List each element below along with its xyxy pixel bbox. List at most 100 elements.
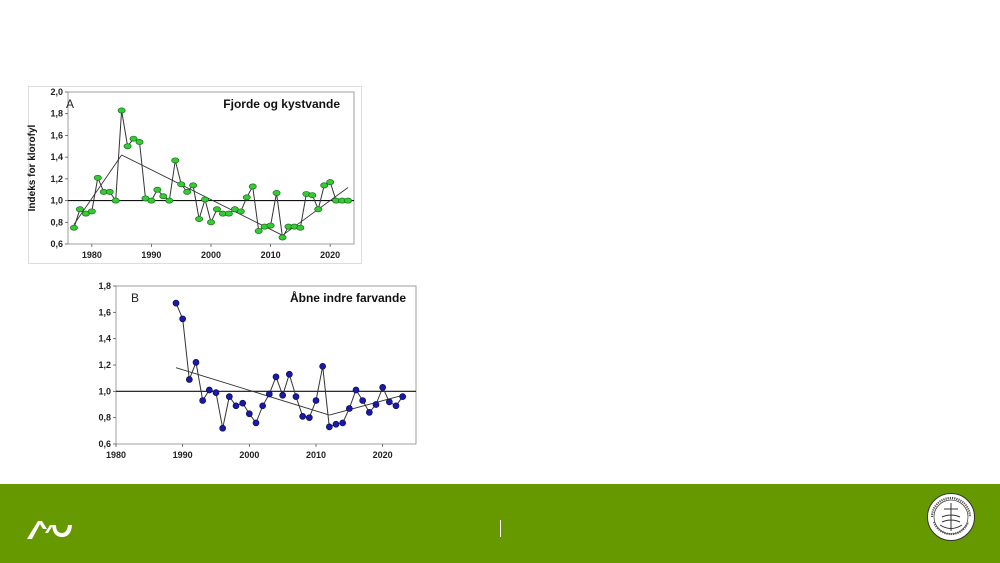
chart-b-point [332, 420, 340, 428]
au-logo-icon [27, 521, 72, 539]
chart-b-point [245, 410, 253, 418]
chart-b-point [265, 390, 273, 398]
chart-b-trend-line [329, 394, 403, 416]
chart-a-point [308, 192, 317, 199]
chart-a-y-tick-label: 1,4 [50, 152, 63, 162]
footer-divider [500, 520, 501, 537]
chart-a-x-tick-label: 1980 [82, 250, 102, 260]
chart-b-y-tick-label: 0,6 [98, 439, 111, 449]
chart-a-point [195, 216, 204, 222]
chart-a-point [183, 188, 192, 195]
chart-b-point [205, 386, 213, 394]
chart-a-y-tick-label: 0,6 [50, 239, 63, 249]
chart-a-series [70, 107, 352, 241]
chart-b-point [399, 393, 407, 400]
chart-a-point [129, 135, 138, 142]
chart-b-point [272, 373, 280, 381]
chart-a-point [213, 206, 221, 213]
chart-b-point [232, 402, 240, 410]
chart-a-y-tick-label: 1,0 [50, 196, 63, 206]
chart-b-point [192, 359, 200, 366]
chart-b-y-tick-label: 1,0 [98, 386, 111, 396]
chart-b-point [259, 402, 267, 410]
chart-b-point [312, 397, 320, 404]
chart-b-point [352, 386, 360, 394]
chart-a-point [177, 181, 186, 188]
chart-a-panel-letter: A [66, 97, 74, 111]
chart-b-y-tick-label: 1,4 [98, 334, 111, 344]
chart-a-point [135, 138, 144, 145]
chart-b-trend-lines [175, 367, 403, 416]
chart-a-y-tick-label: 2,0 [50, 87, 63, 97]
chart-b-x-tick-label: 2020 [373, 450, 393, 460]
chart-a-point [326, 179, 335, 186]
chart-a-x-ticks: 1980 1990 2000 2010 2020 [82, 244, 340, 260]
chart-b-point [292, 393, 300, 400]
chart-a-y-axis-label: Indeks for klorofyl [27, 124, 38, 211]
chart-b-y-ticks: 0,6 0,8 1,0 1,2 1,4 1,6 1,8 [98, 281, 116, 449]
chart-b-y-tick-label: 1,2 [98, 360, 111, 370]
chart-a-x-tick-label: 2010 [261, 250, 281, 260]
chart-a-point [171, 157, 180, 164]
chart-b-point [212, 389, 220, 397]
chart-b-x-tick-label: 2000 [239, 450, 259, 460]
chart-a-point [165, 197, 174, 204]
chart-a-point [242, 194, 251, 201]
chart-b-point [325, 423, 333, 431]
chart-b-trend-line [175, 367, 330, 416]
chart-a-trend-line [121, 154, 283, 236]
chart-b-x-tick-label: 1980 [106, 450, 126, 460]
chart-a-title: Fjorde og kystvande [223, 97, 340, 111]
chart-a-y-tick-label: 1,6 [50, 130, 63, 140]
chart-b-y-tick-label: 0,8 [98, 413, 111, 423]
chart-a-plot-area [67, 91, 355, 245]
chart-a-point [123, 143, 132, 150]
chart-b-point [299, 413, 307, 420]
chart-a-x-tick-label: 2020 [320, 250, 340, 260]
chart-a-y-tick-label: 1,8 [50, 109, 63, 119]
chart-b-point [239, 399, 247, 407]
chart-a-point [117, 107, 126, 114]
chart-b-point [379, 384, 387, 391]
chart-b-y-tick-label: 1,6 [98, 307, 111, 317]
chart-b-series [172, 299, 407, 432]
chart-b-plot-area [115, 285, 417, 445]
chart-b-point [372, 401, 380, 408]
chart-a: Indeks for klorofyl A Fjorde og kystvand… [27, 86, 362, 264]
chart-a-point [344, 197, 352, 204]
chart-a-point [189, 182, 198, 189]
chart-b-point [365, 409, 373, 416]
chart-b-point [305, 414, 313, 422]
chart-b-point [199, 397, 207, 404]
chart-b-point [225, 393, 233, 400]
chart-a-point [147, 197, 156, 204]
chart-a-point [314, 206, 323, 213]
chart-a-point [70, 224, 78, 231]
chart-b-point [179, 315, 187, 323]
chart-b-x-ticks: 1980 1990 2000 2010 2020 [106, 444, 393, 460]
chart-a-trend-line [73, 154, 122, 225]
chart-a-y-ticks: 0,6 0,8 1,0 1,2 1,4 1,6 1,8 2,0 [50, 87, 68, 249]
chart-b-point [319, 362, 327, 370]
university-seal-icon [927, 493, 975, 541]
chart-b-title: Åbne indre farvande [290, 290, 406, 305]
chart-a-point [296, 224, 305, 231]
chart-b-point [345, 405, 353, 412]
chart-b-point [359, 397, 367, 404]
chart-a-point [159, 193, 168, 200]
chart-b-point [252, 419, 260, 427]
chart-a-point [105, 188, 114, 195]
chart-b-point [279, 391, 287, 399]
chart-a-point [207, 219, 215, 226]
chart-a-point [278, 234, 287, 241]
chart-b-point [185, 376, 193, 383]
chart-a-x-tick-label: 1990 [141, 250, 161, 260]
chart-a-point [87, 208, 96, 215]
chart-a-point [75, 206, 84, 213]
chart-a-point [266, 222, 275, 229]
chart-b-x-tick-label: 2010 [306, 450, 326, 460]
chart-a-point [248, 183, 257, 190]
chart-a-point [93, 174, 102, 181]
chart-a-point [272, 190, 281, 196]
